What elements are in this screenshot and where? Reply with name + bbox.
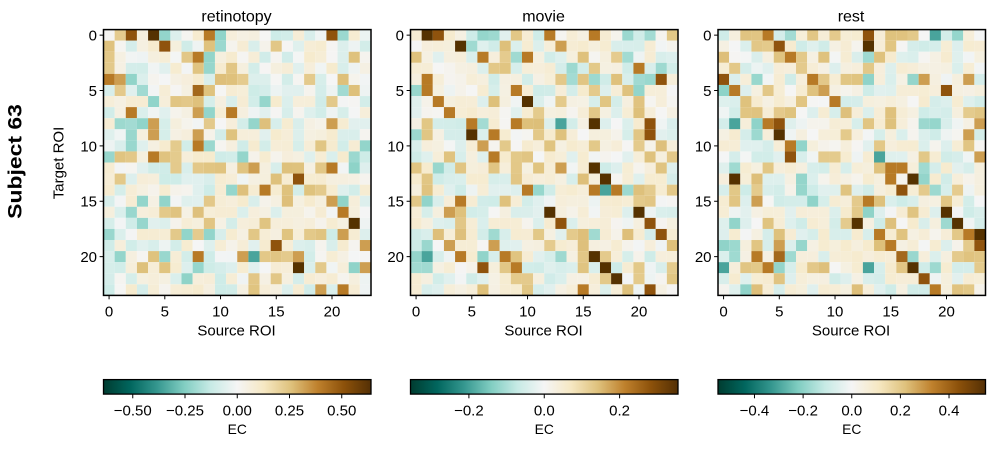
svg-text:10: 10 [519,304,536,321]
svg-text:0: 0 [719,304,727,321]
svg-text:0.00: 0.00 [223,403,252,420]
svg-text:movie: movie [522,9,565,26]
svg-text:15: 15 [882,304,899,321]
svg-text:−0.2: −0.2 [454,403,484,420]
svg-text:10: 10 [212,304,229,321]
svg-text:20: 20 [938,304,955,321]
svg-text:0: 0 [396,28,404,45]
svg-text:15: 15 [695,194,712,211]
svg-text:20: 20 [80,249,97,266]
svg-text:20: 20 [324,304,341,321]
svg-text:0: 0 [89,28,97,45]
svg-text:EC: EC [228,422,247,437]
svg-text:15: 15 [387,194,404,211]
svg-text:0: 0 [703,28,711,45]
svg-text:Subject 63: Subject 63 [5,104,27,219]
svg-text:10: 10 [80,138,97,155]
svg-text:5: 5 [89,83,97,100]
svg-text:0.0: 0.0 [841,403,862,420]
svg-text:10: 10 [387,138,404,155]
svg-text:retinotopy: retinotopy [201,9,271,26]
svg-text:20: 20 [387,249,404,266]
svg-text:0.2: 0.2 [609,403,630,420]
svg-text:0.2: 0.2 [890,403,911,420]
svg-text:5: 5 [703,83,711,100]
svg-text:0.0: 0.0 [534,403,555,420]
svg-text:20: 20 [695,249,712,266]
svg-text:20: 20 [631,304,648,321]
svg-text:5: 5 [468,304,476,321]
svg-text:15: 15 [268,304,285,321]
svg-text:0.25: 0.25 [275,403,304,420]
svg-text:15: 15 [80,194,97,211]
svg-text:0: 0 [105,304,113,321]
svg-text:0.4: 0.4 [939,403,960,420]
svg-text:10: 10 [827,304,844,321]
svg-text:EC: EC [842,422,861,437]
svg-text:−0.25: −0.25 [166,403,204,420]
svg-text:−0.4: −0.4 [740,403,770,420]
svg-text:−0.50: −0.50 [114,403,152,420]
svg-text:15: 15 [575,304,592,321]
svg-text:5: 5 [396,83,404,100]
svg-text:Source ROI: Source ROI [197,323,275,340]
svg-text:Source ROI: Source ROI [504,323,582,340]
svg-text:5: 5 [161,304,169,321]
svg-text:Source ROI: Source ROI [812,323,890,340]
svg-text:5: 5 [775,304,783,321]
svg-text:rest: rest [838,9,865,26]
svg-text:0: 0 [412,304,420,321]
svg-text:0.50: 0.50 [327,403,356,420]
svg-text:10: 10 [695,138,712,155]
svg-text:−0.2: −0.2 [788,403,818,420]
svg-text:EC: EC [535,422,554,437]
svg-text:Target ROI: Target ROI [51,127,68,200]
